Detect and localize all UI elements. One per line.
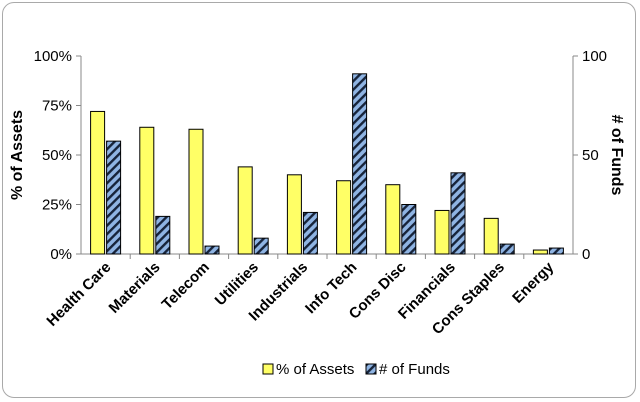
bar-assets xyxy=(336,180,352,255)
bar-assets xyxy=(237,166,253,255)
x-tick-label: Materials xyxy=(106,259,164,317)
y-tick-label: 75% xyxy=(42,98,72,115)
legend-label-funds: # of Funds xyxy=(379,361,450,378)
y2-tick-label: 0 xyxy=(582,246,590,263)
y-tick-label: 100% xyxy=(34,48,72,65)
y2-tick-label: 100 xyxy=(582,48,607,65)
y-axis-title: % of Assets xyxy=(9,110,26,200)
category-labels: Health CareMaterialsTelecomUtilitiesIndu… xyxy=(43,258,557,338)
bar-funds xyxy=(253,237,269,255)
bar-assets xyxy=(385,184,401,255)
bar-assets xyxy=(434,209,450,255)
bar-funds xyxy=(499,243,515,255)
legend-label-assets: % of Assets xyxy=(276,361,354,378)
x-tick-label: Health Care xyxy=(43,259,114,330)
bar-assets xyxy=(188,128,204,255)
legend-swatch-funds xyxy=(365,363,377,375)
bar-assets xyxy=(90,110,106,255)
bar-funds xyxy=(548,247,564,255)
bar-funds xyxy=(401,204,417,255)
bar-funds xyxy=(106,140,122,255)
x-tick-label: Utilities xyxy=(212,259,262,309)
bar-funds xyxy=(302,211,318,255)
y-tick-label: 50% xyxy=(42,147,72,164)
bars xyxy=(90,73,564,255)
x-tick-label: Energy xyxy=(509,258,557,306)
y-tick-label: 0% xyxy=(50,246,72,263)
legend-swatch-assets xyxy=(262,363,274,375)
bar-assets xyxy=(483,217,499,255)
legend: % of Assets # of Funds xyxy=(262,361,450,378)
bar-assets xyxy=(532,249,548,255)
y2-axis-title: # of Funds xyxy=(608,115,625,196)
x-tick-label: Telecom xyxy=(159,259,213,313)
bar-assets xyxy=(139,126,155,255)
bar-funds xyxy=(450,172,466,255)
y2-tick-label: 50 xyxy=(582,147,599,164)
bar-assets xyxy=(286,174,302,255)
bar-funds xyxy=(204,245,220,255)
bar-funds xyxy=(352,73,368,255)
bar-funds xyxy=(155,215,171,255)
y-tick-label: 25% xyxy=(42,197,72,214)
axes: 0% 25% 50% 75% 100% 0 50 100 xyxy=(34,48,607,263)
